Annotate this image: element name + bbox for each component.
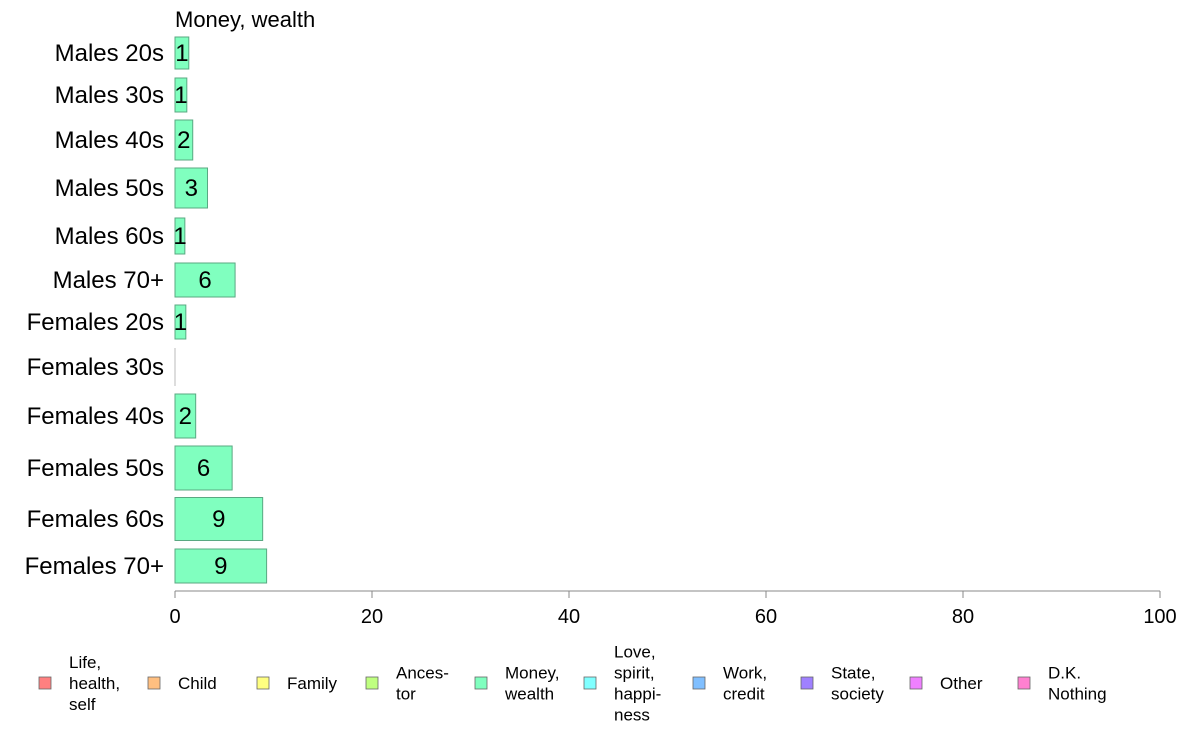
legend-swatch — [800, 676, 814, 690]
category-label: Males 30s — [55, 82, 164, 109]
bar — [174, 217, 186, 255]
legend-item: Ances-tor — [365, 664, 449, 704]
bar — [174, 167, 209, 209]
bar-value-label: 9 — [212, 506, 225, 533]
legend-label: tor — [396, 685, 416, 704]
legend-label: health, — [69, 674, 120, 693]
legend-label: D.K. — [1048, 664, 1081, 683]
bar-value-label: 6 — [197, 455, 210, 482]
legend-label: Life, — [69, 653, 101, 672]
legend-label: wealth — [504, 685, 554, 704]
legend-swatch — [909, 676, 923, 690]
bars-group: Males 20s 1 Males 30s 1 Males 40s 2 Males 50s 3… — [25, 36, 268, 584]
x-tick-label: 80 — [952, 606, 974, 628]
legend-item: D.K. Nothing — [1017, 664, 1107, 704]
x-axis: 0 20 40 60 80 100 — [169, 590, 1177, 628]
legend-swatch — [474, 676, 488, 690]
x-tick-label: 40 — [558, 606, 580, 628]
legend: Life, health, self Child Family Ances-tor Mone… — [38, 643, 1107, 725]
category-label: Males 40s — [55, 127, 164, 154]
legend-label: Ances- — [396, 664, 449, 683]
legend-label: Child — [178, 674, 217, 693]
legend-label: happi- — [614, 685, 661, 704]
x-tick-label: 0 — [169, 606, 180, 628]
bar — [174, 77, 188, 113]
legend-label: self — [69, 695, 96, 714]
legend-label: Work, — [723, 664, 767, 683]
legend-label: ness — [614, 706, 650, 725]
category-label: Males 60s — [55, 223, 164, 250]
bar-value-label: 9 — [214, 553, 227, 580]
bar — [174, 548, 268, 584]
category-label: Males 70+ — [53, 267, 164, 294]
legend-item: Money, wealth — [474, 664, 560, 704]
bar-value-label: 1 — [175, 40, 188, 67]
x-tick-label: 60 — [755, 606, 777, 628]
category-label: Females 60s — [27, 506, 164, 533]
category-label: Males 50s — [55, 175, 164, 202]
bar — [174, 36, 190, 70]
legend-label: spirit, — [614, 664, 655, 683]
legend-item: Family — [256, 674, 338, 693]
legend-label: Other — [940, 674, 983, 693]
bar — [174, 497, 264, 541]
bar-value-label: 6 — [198, 267, 211, 294]
category-label: Females 40s — [27, 403, 164, 430]
legend-label: Family — [287, 674, 338, 693]
bar-value-label: 1 — [174, 82, 187, 109]
legend-label: Money, — [505, 664, 560, 683]
legend-label: State, — [831, 664, 875, 683]
bar-value-label: 1 — [174, 309, 187, 336]
legend-item: Love, spirit, happi-ness — [583, 643, 661, 725]
legend-label: Nothing — [1048, 685, 1107, 704]
x-tick-label: 100 — [1143, 606, 1176, 628]
legend-item: Work, credit — [692, 664, 767, 704]
category-label: Females 70+ — [25, 553, 164, 580]
legend-item: Child — [147, 674, 217, 693]
category-label: Females 30s — [27, 354, 164, 381]
category-label: Females 50s — [27, 455, 164, 482]
x-tick-label: 20 — [361, 606, 383, 628]
legend-label: Love, — [614, 643, 656, 662]
bar — [174, 119, 194, 161]
bar — [174, 304, 187, 340]
chart-title: Money, wealth — [175, 7, 315, 32]
category-label: Males 20s — [55, 40, 164, 67]
bar — [174, 393, 197, 439]
legend-swatch — [1017, 676, 1031, 690]
legend-label: society — [831, 685, 884, 704]
category-label: Females 20s — [27, 309, 164, 336]
bar — [174, 262, 236, 298]
bar-value-label: 3 — [185, 175, 198, 202]
legend-swatch — [365, 676, 379, 690]
legend-item: State, society — [800, 664, 884, 704]
legend-swatch — [147, 676, 161, 690]
legend-swatch — [256, 676, 270, 690]
legend-swatch — [583, 676, 597, 690]
bar — [174, 445, 233, 491]
legend-item: Life, health, self — [38, 653, 120, 714]
legend-swatch — [38, 676, 52, 690]
legend-label: credit — [723, 685, 765, 704]
legend-item: Other — [909, 674, 983, 693]
bar-value-label: 2 — [177, 127, 190, 154]
bar-value-label: 1 — [173, 223, 186, 250]
bar-value-label: 2 — [179, 403, 192, 430]
legend-swatch — [692, 676, 706, 690]
